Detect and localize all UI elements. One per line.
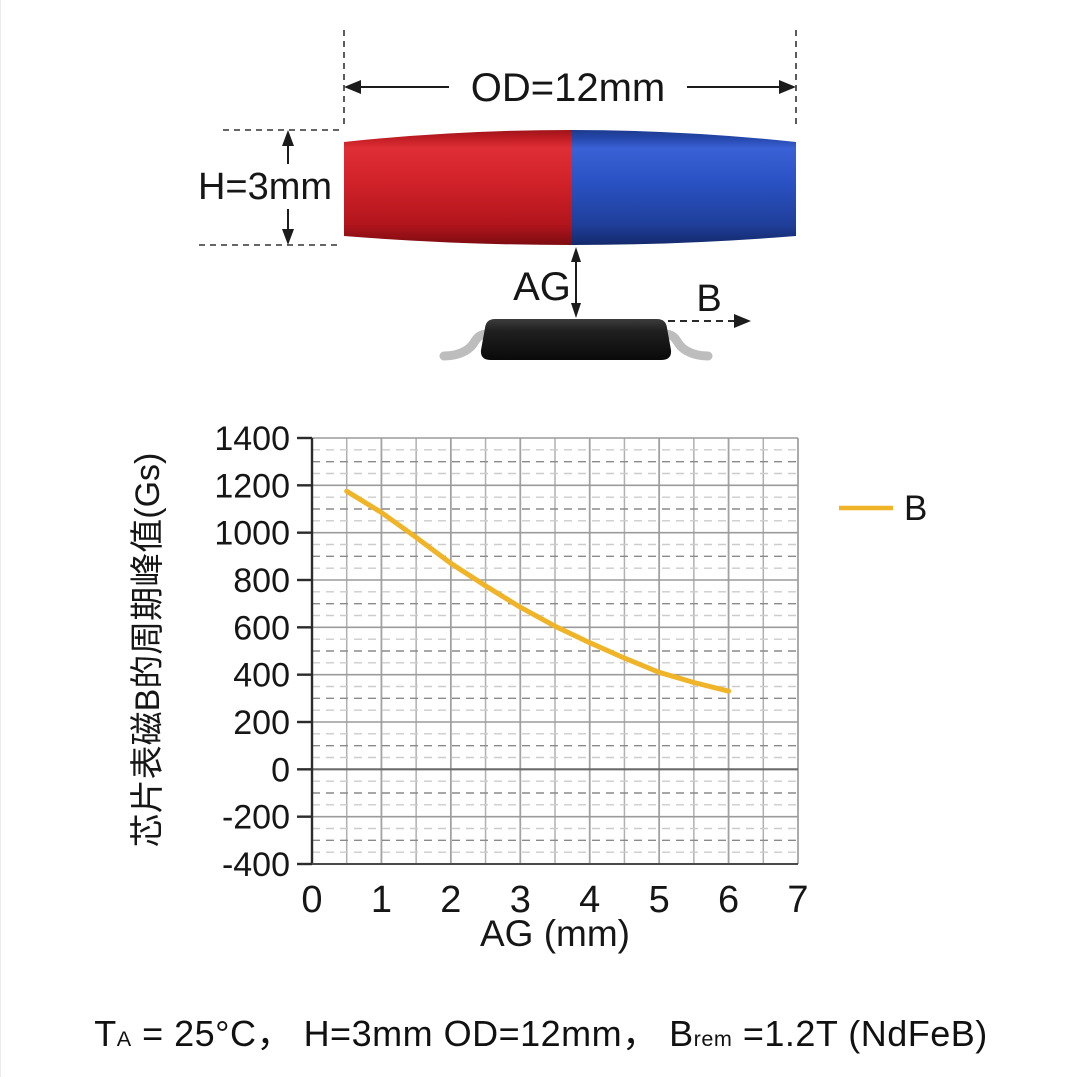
caption-dimensions: H=3mm OD=12mm， (303, 1013, 670, 1054)
y-tick-label: -400 (222, 846, 290, 884)
caption-b-value: =1.2T (NdFeB) (732, 1013, 988, 1054)
x-tick-label: 7 (787, 879, 808, 921)
y-tick-label: 1400 (214, 420, 290, 458)
h-arrowhead-down (282, 229, 294, 245)
y-tick-label: 200 (233, 704, 290, 742)
caption-t-value: = 25°C， (131, 1013, 304, 1054)
caption-b-subscript: rem (693, 1026, 733, 1051)
chip-lead-right (660, 329, 713, 361)
magnet-blue-half (572, 130, 796, 245)
ag-label: AG (513, 265, 571, 309)
y-tick-label: 600 (233, 609, 290, 647)
chip-body (480, 319, 672, 360)
h-dimension-label: H=3mm (198, 166, 332, 208)
legend-label: B (904, 489, 927, 528)
plot-area: -400 -200 0 200 400 600 800 1000 1200 1400 0 1 2 3 4 5 6… (214, 420, 927, 921)
y-tick-label: 0 (271, 751, 290, 789)
od-arrowhead-left (344, 80, 361, 94)
conditions-caption: TA = 25°C， H=3mm OD=12mm， Brem =1.2T (Nd… (1, 1005, 1080, 1057)
ag-arrowhead-down (571, 303, 581, 318)
curve-B (344, 488, 732, 694)
y-tick-label: 1200 (214, 467, 290, 505)
chip-lead-left (439, 329, 492, 361)
x-tick-label: 6 (718, 879, 739, 921)
ag-arrowhead-up (571, 247, 581, 262)
y-tick-label: 1000 (214, 515, 290, 553)
x-tick-label: 4 (579, 879, 600, 921)
b-arrowhead (734, 314, 751, 328)
y-tick-label: 400 (233, 657, 290, 695)
b-vs-airgap-chart: -400 -200 0 200 400 600 800 1000 1200 1400 0 1 2 3 4 5 6… (129, 420, 927, 954)
x-tick-label: 5 (649, 879, 670, 921)
y-tick-label: -200 (222, 799, 290, 837)
caption-t-subscript: A (116, 1026, 132, 1051)
h-arrowhead-up (282, 130, 294, 146)
od-dimension-label: OD=12mm (471, 66, 666, 110)
b-field-label: B (696, 278, 721, 320)
x-tick-label: 3 (510, 879, 531, 921)
magnet-red-half (344, 130, 572, 245)
caption-t-symbol: T (94, 1013, 117, 1054)
x-tick-label: 1 (371, 879, 392, 921)
x-tick-label: 0 (301, 879, 322, 921)
y-tick-label: 800 (233, 562, 290, 600)
x-axis-title: AG (mm) (480, 913, 630, 954)
caption-b-symbol: B (669, 1013, 694, 1054)
y-axis-title: 芯片表磁B的周期峰值(Gs) (129, 453, 167, 848)
x-tick-label: 2 (440, 879, 461, 921)
od-arrowhead-right (779, 80, 796, 94)
magnet-chip-diagram: OD=12mm H=3mm AG B (198, 30, 797, 361)
